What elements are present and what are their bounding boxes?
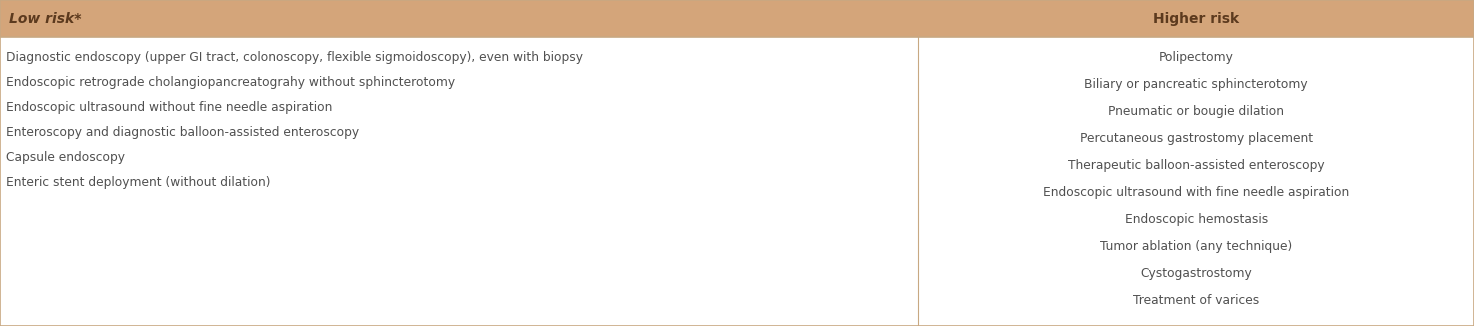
Text: Pneumatic or bougie dilation: Pneumatic or bougie dilation (1108, 105, 1284, 118)
Text: Polipectomy: Polipectomy (1159, 51, 1234, 64)
Text: Endoscopic hemostasis: Endoscopic hemostasis (1125, 213, 1268, 226)
Text: Enteric stent deployment (without dilation): Enteric stent deployment (without dilati… (6, 176, 270, 189)
Text: Capsule endoscopy: Capsule endoscopy (6, 151, 125, 164)
Text: Diagnostic endoscopy (upper GI tract, colonoscopy, flexible sigmoidoscopy), even: Diagnostic endoscopy (upper GI tract, co… (6, 51, 582, 64)
FancyBboxPatch shape (0, 0, 1474, 37)
Text: Tumor ablation (any technique): Tumor ablation (any technique) (1100, 240, 1293, 253)
Text: Percutaneous gastrostomy placement: Percutaneous gastrostomy placement (1079, 132, 1313, 145)
Text: Enteroscopy and diagnostic balloon-assisted enteroscopy: Enteroscopy and diagnostic balloon-assis… (6, 126, 360, 139)
Text: Endoscopic retrograde cholangiopancreatograhy without sphincterotomy: Endoscopic retrograde cholangiopancreato… (6, 76, 455, 89)
Text: Endoscopic ultrasound without fine needle aspiration: Endoscopic ultrasound without fine needl… (6, 101, 332, 114)
Text: Treatment of varices: Treatment of varices (1134, 294, 1259, 307)
Text: Biliary or pancreatic sphincterotomy: Biliary or pancreatic sphincterotomy (1085, 78, 1307, 91)
Text: Low risk*: Low risk* (9, 12, 81, 26)
Text: Endoscopic ultrasound with fine needle aspiration: Endoscopic ultrasound with fine needle a… (1044, 186, 1349, 199)
Text: Higher risk: Higher risk (1153, 12, 1240, 26)
Text: Cystogastrostomy: Cystogastrostomy (1141, 267, 1251, 280)
Text: Therapeutic balloon-assisted enteroscopy: Therapeutic balloon-assisted enteroscopy (1067, 159, 1325, 172)
